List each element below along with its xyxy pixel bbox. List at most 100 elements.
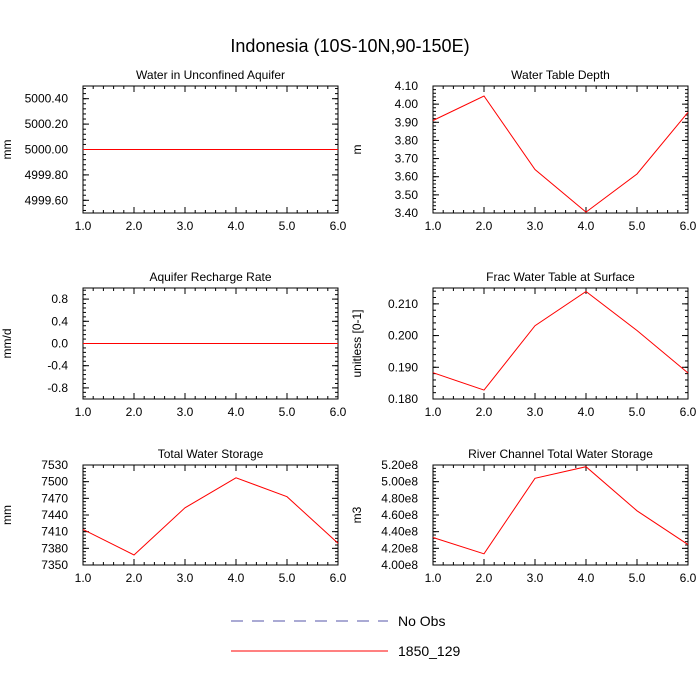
- chart-panel-2: Water Table Depth m 1.0 2.0 3.0 4.0 5.0 6.0 3.40…: [350, 68, 697, 233]
- y-tick-label: 0.8: [51, 292, 68, 306]
- y-tick-label: 4999.80: [25, 168, 69, 182]
- y-tick-label: 3.50: [395, 188, 419, 202]
- y-tick-label: 7350: [41, 558, 68, 572]
- y-tick-label: -0.8: [47, 381, 68, 395]
- x-tick-label: 6.0: [680, 405, 697, 419]
- y-tick-label: 3.70: [395, 152, 419, 166]
- y-tick-label: 4.00: [395, 97, 419, 111]
- x-tick-label: 2.0: [476, 219, 493, 233]
- x-tick-label: 5.0: [629, 405, 646, 419]
- x-tick-label: 6.0: [330, 571, 347, 585]
- x-tick-label: 4.0: [228, 219, 245, 233]
- y-tick-label: 7530: [41, 458, 68, 472]
- y-tick-label: 0.200: [388, 329, 418, 343]
- y-axis-label: mm/d: [0, 329, 14, 359]
- y-tick-label: 0.0: [51, 337, 68, 351]
- y-tick-label: 5000.20: [25, 117, 69, 131]
- panel-title: Aquifer Recharge Rate: [149, 270, 271, 284]
- y-tick-label: 5.00e8: [381, 475, 418, 489]
- x-tick-label: 3.0: [177, 219, 194, 233]
- x-tick-label: 3.0: [527, 219, 544, 233]
- y-tick-label: 0.190: [388, 360, 418, 374]
- x-tick-label: 5.0: [279, 405, 296, 419]
- x-tick-label: 1.0: [75, 405, 92, 419]
- x-tick-label: 1.0: [75, 571, 92, 585]
- x-tick-label: 4.0: [578, 219, 595, 233]
- y-axis-label: m: [350, 145, 364, 155]
- y-tick-label: 3.60: [395, 170, 419, 184]
- series-line-1850_129: [432, 95, 689, 213]
- chart-panel-1: Water in Unconfined Aquifer mm 1.0 2.0 3.0 4.…: [0, 68, 347, 233]
- legend-label-1: No Obs: [398, 613, 445, 629]
- y-tick-label: 3.80: [395, 133, 419, 147]
- y-tick-label: 4.60e8: [381, 508, 418, 522]
- y-tick-label: 0.210: [388, 297, 418, 311]
- y-axis-label: mm: [0, 505, 14, 525]
- x-tick-label: 1.0: [425, 219, 442, 233]
- x-tick-label: 3.0: [177, 405, 194, 419]
- x-tick-label: 2.0: [126, 405, 143, 419]
- y-tick-label: 5000.00: [25, 143, 69, 157]
- x-tick-label: 4.0: [578, 405, 595, 419]
- chart-panel-4: Frac Water Table at Surface unitless [0-1…: [350, 270, 697, 419]
- x-tick-label: 6.0: [680, 219, 697, 233]
- panel-title: Total Water Storage: [158, 447, 264, 461]
- y-tick-label: 3.40: [395, 206, 419, 220]
- panel-title: Water in Unconfined Aquifer: [136, 68, 285, 82]
- y-tick-label: 4.40e8: [381, 525, 418, 539]
- x-tick-label: 6.0: [680, 571, 697, 585]
- y-tick-label: 7470: [41, 491, 68, 505]
- x-tick-label: 3.0: [177, 571, 194, 585]
- y-tick-label: -0.4: [47, 359, 68, 373]
- y-axis-label: m3: [350, 506, 364, 523]
- y-tick-label: 0.180: [388, 392, 418, 406]
- x-tick-label: 3.0: [527, 571, 544, 585]
- y-tick-label: 5.20e8: [381, 458, 418, 472]
- x-tick-label: 2.0: [126, 571, 143, 585]
- y-axis-label: unitless [0-1]: [350, 309, 364, 377]
- y-tick-label: 4.10: [395, 79, 419, 93]
- x-tick-label: 6.0: [330, 219, 347, 233]
- y-tick-label: 4999.60: [25, 193, 69, 207]
- x-tick-label: 5.0: [629, 571, 646, 585]
- panel-title: River Channel Total Water Storage: [468, 447, 653, 461]
- plot-frame: [82, 464, 339, 566]
- legend-label-2: 1850_129: [398, 643, 461, 659]
- plot-frame: [432, 287, 689, 400]
- y-tick-label: 3.90: [395, 115, 419, 129]
- x-tick-label: 6.0: [330, 405, 347, 419]
- y-tick-label: 5000.40: [25, 92, 69, 106]
- y-tick-label: 4.00e8: [381, 558, 418, 572]
- x-tick-label: 4.0: [228, 571, 245, 585]
- panel-title: Water Table Depth: [511, 68, 610, 82]
- plot-frame: [432, 85, 689, 214]
- x-tick-label: 1.0: [425, 405, 442, 419]
- x-tick-label: 1.0: [75, 219, 92, 233]
- x-tick-label: 5.0: [279, 571, 296, 585]
- y-tick-label: 7410: [41, 525, 68, 539]
- x-tick-label: 5.0: [279, 219, 296, 233]
- y-tick-label: 0.4: [51, 314, 68, 328]
- x-tick-label: 4.0: [578, 571, 595, 585]
- chart-panel-3: Aquifer Recharge Rate mm/d 1.0 2.0 3.0 4.0 5.0…: [0, 270, 347, 419]
- series-line-1850_129: [82, 477, 339, 556]
- x-tick-label: 2.0: [126, 219, 143, 233]
- panel-title: Frac Water Table at Surface: [486, 270, 635, 284]
- x-tick-label: 4.0: [228, 405, 245, 419]
- chart-panels: Water in Unconfined Aquifer mm 1.0 2.0 3.0 4.…: [0, 68, 697, 585]
- figure-title: Indonesia (10S-10N,90-150E): [230, 36, 469, 56]
- x-tick-label: 1.0: [425, 571, 442, 585]
- series-line-1850_129: [432, 290, 689, 391]
- series-line-1850_129: [432, 466, 689, 555]
- x-tick-label: 5.0: [629, 219, 646, 233]
- y-axis-label: mm: [0, 140, 14, 160]
- x-tick-label: 2.0: [476, 405, 493, 419]
- chart-panel-5: Total Water Storage mm 1.0 2.0 3.0 4.0 5.0 6.0 7…: [0, 447, 347, 585]
- x-tick-label: 2.0: [476, 571, 493, 585]
- y-tick-label: 7440: [41, 508, 68, 522]
- y-tick-label: 7380: [41, 541, 68, 555]
- x-tick-label: 3.0: [527, 405, 544, 419]
- legend: No Obs 1850_129: [231, 613, 461, 659]
- y-tick-label: 7500: [41, 475, 68, 489]
